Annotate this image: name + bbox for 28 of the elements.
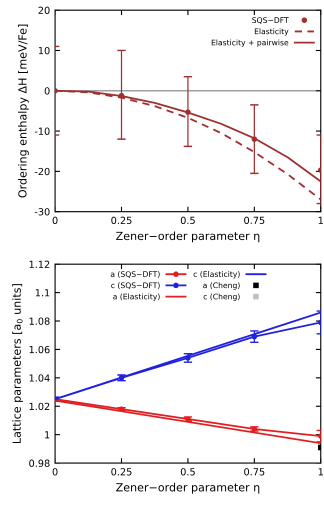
x-tick-label: 0.25 <box>111 216 132 224</box>
x-tick-label: 1 <box>318 468 323 476</box>
x-tick-label: 0.75 <box>244 216 264 224</box>
y-tick-label: 1.06 <box>30 346 50 354</box>
y-tick-label: 20 <box>38 6 50 14</box>
y-axis-title: Ordering enthalpy ΔH [meV/Fe] <box>18 24 29 198</box>
y-tick-label: -30 <box>34 208 50 216</box>
y-tick-label: 1.04 <box>30 374 50 382</box>
y-tick-label: 10 <box>38 46 50 54</box>
y-tick-label: 0.98 <box>29 460 50 467</box>
x-axis-title: Zener−order parameter η <box>116 482 260 494</box>
x-tick-label: 0 <box>52 216 58 224</box>
x-tick-label: 0.25 <box>111 468 132 476</box>
y-tick-label: 1.1 <box>36 289 50 296</box>
y-tick-label: -10 <box>34 128 50 135</box>
y-axis-title: Lattice parameters [a$_{0}$ units] <box>12 284 23 444</box>
y-tick-label: -20 <box>34 168 50 176</box>
y-tick-label: 1.08 <box>30 317 50 325</box>
x-tick-label: 0 <box>52 468 58 476</box>
x-tick-label: 0.5 <box>180 468 195 476</box>
x-tick-label: 0.75 <box>244 468 264 476</box>
x-tick-label: 1 <box>318 216 323 224</box>
x-axis-title: Zener−order parameter η <box>116 231 260 242</box>
y-tick-label: 1 <box>45 431 50 438</box>
y-tick-label: 0 <box>44 87 50 95</box>
x-tick-label: 0.5 <box>180 216 195 224</box>
y-tick-label: 1.12 <box>30 260 50 268</box>
y-tick-label: 1.02 <box>30 402 50 410</box>
